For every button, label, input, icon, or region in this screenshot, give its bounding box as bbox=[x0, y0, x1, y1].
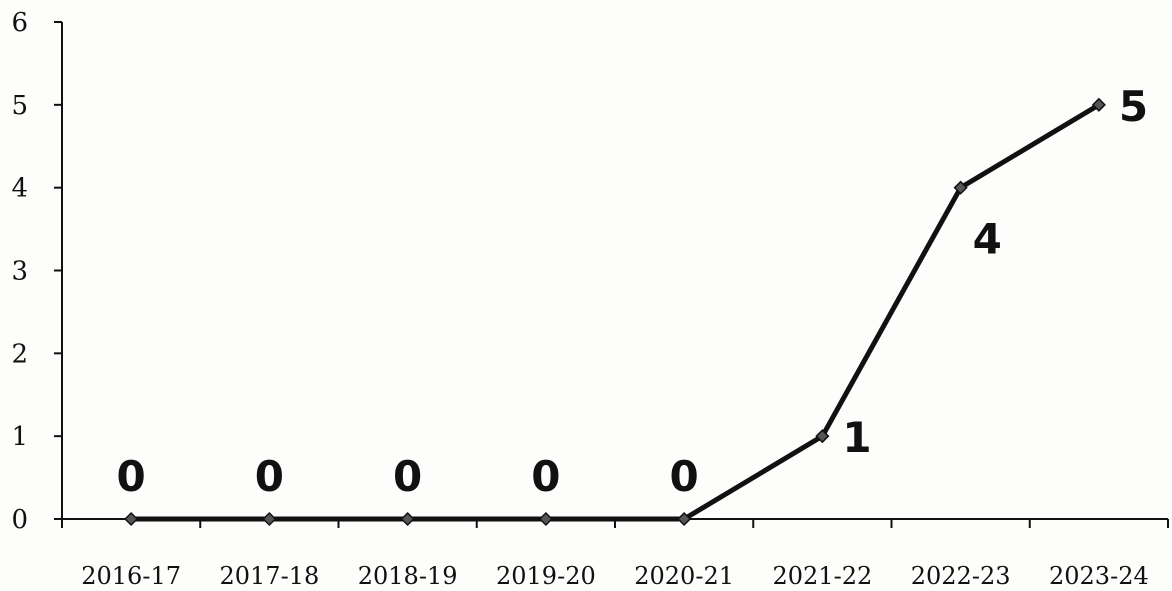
x-tick-label: 2019-20 bbox=[496, 562, 596, 590]
data-point bbox=[538, 511, 553, 527]
x-tick-label: 2023-24 bbox=[1049, 562, 1149, 590]
data-label: 5 bbox=[1119, 82, 1148, 131]
x-axis-ticks: 2016-17 2017-18 2018-19 2019-20 2020-21 2021-… bbox=[61, 519, 1169, 590]
y-tick-label: 4 bbox=[11, 174, 28, 204]
data-point bbox=[815, 429, 830, 444]
y-axis-ticks: 0 1 2 3 4 5 6 bbox=[11, 8, 62, 535]
x-tick-label: 2016-17 bbox=[81, 562, 181, 590]
y-tick-label: 6 bbox=[11, 8, 28, 38]
data-label: 0 bbox=[531, 452, 560, 501]
data-point bbox=[262, 511, 277, 527]
data-point bbox=[677, 511, 692, 527]
x-tick-label: 2022-23 bbox=[911, 562, 1011, 590]
data-label: 0 bbox=[670, 452, 699, 501]
y-tick-label: 3 bbox=[11, 257, 28, 287]
data-label: 0 bbox=[393, 452, 422, 501]
data-label: 4 bbox=[973, 215, 1002, 264]
data-point bbox=[1091, 97, 1106, 112]
chart-axes bbox=[61, 22, 1168, 520]
y-tick-label: 0 bbox=[11, 505, 28, 535]
x-tick-label: 2020-21 bbox=[634, 562, 734, 590]
data-point bbox=[953, 180, 968, 195]
data-label: 0 bbox=[255, 452, 284, 501]
data-point bbox=[400, 511, 415, 527]
data-label: 1 bbox=[842, 413, 871, 462]
data-point bbox=[124, 511, 139, 527]
x-tick-label: 2021-22 bbox=[773, 562, 873, 590]
data-label: 0 bbox=[117, 452, 146, 501]
series-group bbox=[124, 97, 1106, 527]
y-tick-label: 1 bbox=[11, 422, 28, 452]
x-tick-label: 2017-18 bbox=[220, 562, 320, 590]
series-line bbox=[128, 102, 1102, 522]
data-labels-group: 0 0 0 0 0 1 4 5 bbox=[117, 82, 1149, 501]
x-tick-label: 2018-19 bbox=[358, 562, 458, 590]
y-tick-label: 2 bbox=[11, 339, 28, 369]
y-tick-label: 5 bbox=[11, 91, 28, 121]
